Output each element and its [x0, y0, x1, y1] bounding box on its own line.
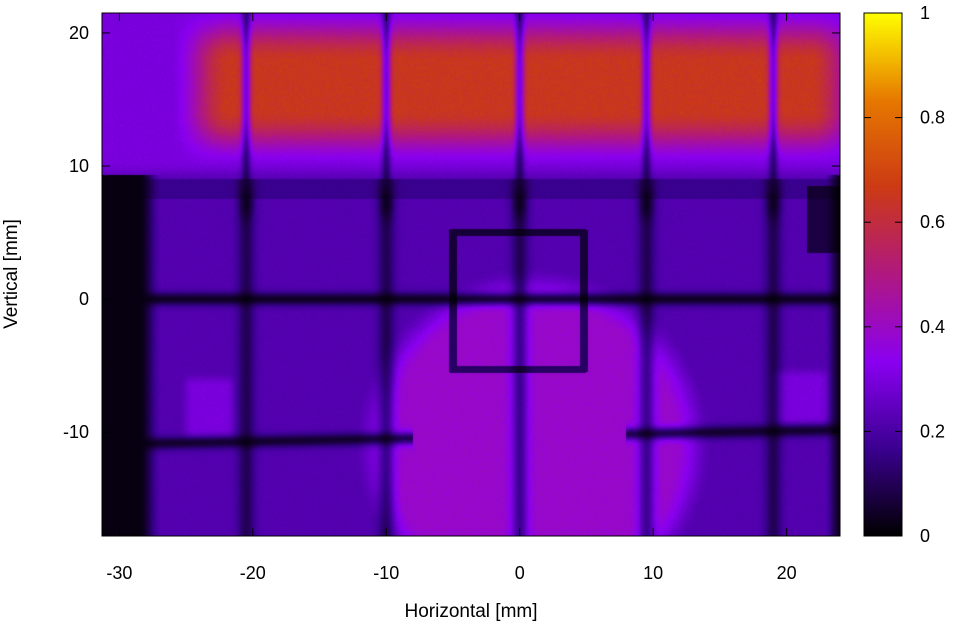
colorbar-tick-label: 0.2: [920, 421, 945, 441]
x-tick-label: 0: [515, 563, 525, 583]
y-axis-label: Vertical [mm]: [1, 219, 22, 329]
x-tick-label: -30: [106, 563, 132, 583]
plot-frame: [101, 12, 841, 537]
colorbar-tick-label: 0.6: [920, 212, 945, 232]
x-tick-label: -20: [240, 563, 266, 583]
heatmap-plot-area: [101, 12, 841, 537]
x-tick-label: -10: [373, 563, 399, 583]
x-tick-label: 20: [777, 563, 797, 583]
colorbar: 0 0.2 0.4 0.6 0.8 1: [863, 3, 945, 546]
y-tick-label: 20: [69, 23, 89, 43]
heatmap-raster: [102, 13, 840, 536]
colorbar-scale: [863, 12, 903, 537]
y-tick-label: 0: [79, 289, 89, 309]
y-tick-label: -10: [63, 422, 89, 442]
x-tick-label: 10: [643, 563, 663, 583]
heatmap-image-holder: [102, 13, 840, 536]
x-axis-label: Horizontal [mm]: [404, 601, 537, 622]
colorbar-tick-label: 0.8: [920, 108, 945, 128]
colorbar-tick-label: 1: [920, 3, 930, 23]
colorbar-ticks: 0 0.2 0.4 0.6 0.8 1: [864, 3, 945, 546]
x-axis: -30 -20 -10 0 10 20: [106, 13, 797, 583]
colorbar-tick-label: 0.4: [920, 317, 945, 337]
colorbar-tick-label: 0: [920, 526, 930, 546]
y-tick-label: 10: [69, 156, 89, 176]
y-axis: -10 0 10 20: [63, 23, 840, 442]
